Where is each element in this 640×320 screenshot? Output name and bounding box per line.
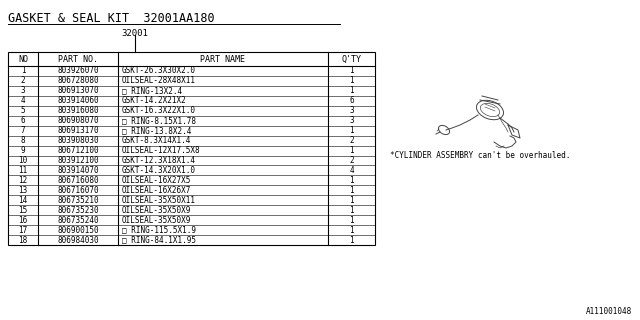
Text: 16: 16 [19,216,28,225]
Text: 6: 6 [20,116,26,125]
Text: PART NAME: PART NAME [200,54,246,63]
Text: 806735240: 806735240 [57,216,99,225]
Text: 2: 2 [349,136,354,145]
Text: □ RING-8.15X1.78: □ RING-8.15X1.78 [122,116,196,125]
Text: 8: 8 [20,136,26,145]
Text: 1: 1 [349,126,354,135]
Text: 806913170: 806913170 [57,126,99,135]
Text: □ RING-13X2.4: □ RING-13X2.4 [122,86,182,95]
Text: 803908030: 803908030 [57,136,99,145]
Text: 1: 1 [349,86,354,95]
Text: OILSEAL-35X50X9: OILSEAL-35X50X9 [122,206,191,215]
Text: GSKT-12.3X18X1.4: GSKT-12.3X18X1.4 [122,156,196,165]
Text: 806984030: 806984030 [57,236,99,244]
Bar [8,52,375,245]
Text: A111001048: A111001048 [586,307,632,316]
Text: 1: 1 [349,236,354,244]
Text: OILSEAL-12X17.5X8: OILSEAL-12X17.5X8 [122,146,200,155]
Text: 10: 10 [19,156,28,165]
Text: 3: 3 [349,106,354,115]
Text: 7: 7 [20,126,26,135]
Text: 1: 1 [349,216,354,225]
Text: 1: 1 [349,226,354,235]
Text: 11: 11 [19,166,28,175]
Text: 5: 5 [20,106,26,115]
Text: 806728080: 806728080 [57,76,99,85]
Text: 1: 1 [349,146,354,155]
Text: 1: 1 [349,206,354,215]
Text: 9: 9 [20,146,26,155]
Text: OILSEAL-16X27X5: OILSEAL-16X27X5 [122,176,191,185]
Text: 1: 1 [349,186,354,195]
Text: GSKT-14.3X20X1.0: GSKT-14.3X20X1.0 [122,166,196,175]
Text: 18: 18 [19,236,28,244]
Text: □ RING-13.8X2.4: □ RING-13.8X2.4 [122,126,191,135]
Text: 806913070: 806913070 [57,86,99,95]
Text: 15: 15 [19,206,28,215]
Text: 6: 6 [349,96,354,105]
Text: GSKT-26.3X30X2.0: GSKT-26.3X30X2.0 [122,67,196,76]
Text: 806712100: 806712100 [57,146,99,155]
Text: 13: 13 [19,186,28,195]
Text: 14: 14 [19,196,28,205]
Text: GASKET & SEAL KIT  32001AA180: GASKET & SEAL KIT 32001AA180 [8,12,214,25]
Text: OILSEAL-35X50X9: OILSEAL-35X50X9 [122,216,191,225]
Text: 806735210: 806735210 [57,196,99,205]
Text: 803914060: 803914060 [57,96,99,105]
Text: GSKT-8.3X14X1.4: GSKT-8.3X14X1.4 [122,136,191,145]
Text: 4: 4 [20,96,26,105]
Text: OILSEAL-16X26X7: OILSEAL-16X26X7 [122,186,191,195]
Text: 1: 1 [349,176,354,185]
Text: GSKT-14.2X21X2: GSKT-14.2X21X2 [122,96,187,105]
Text: 1: 1 [349,67,354,76]
Text: 1: 1 [349,76,354,85]
Text: 806716080: 806716080 [57,176,99,185]
Text: 2: 2 [349,156,354,165]
Text: 17: 17 [19,226,28,235]
Text: GSKT-16.3X22X1.0: GSKT-16.3X22X1.0 [122,106,196,115]
Text: 806900150: 806900150 [57,226,99,235]
Text: 806908070: 806908070 [57,116,99,125]
Text: 803916080: 803916080 [57,106,99,115]
Text: OILSEAL-35X50X11: OILSEAL-35X50X11 [122,196,196,205]
Text: 3: 3 [20,86,26,95]
Text: 1: 1 [20,67,26,76]
Text: 3: 3 [349,116,354,125]
Text: 803914070: 803914070 [57,166,99,175]
Text: 32001: 32001 [122,29,148,38]
Text: OILSEAL-28X48X11: OILSEAL-28X48X11 [122,76,196,85]
Text: *CYLINDER ASSEMBRY can't be overhauled.: *CYLINDER ASSEMBRY can't be overhauled. [390,150,570,159]
Text: 806716070: 806716070 [57,186,99,195]
Text: 1: 1 [349,196,354,205]
Text: 803912100: 803912100 [57,156,99,165]
Text: □ RING-84.1X1.95: □ RING-84.1X1.95 [122,236,196,244]
Text: Q'TY: Q'TY [342,54,362,63]
Text: NO: NO [18,54,28,63]
Text: 2: 2 [20,76,26,85]
Text: PART NO.: PART NO. [58,54,98,63]
Text: 4: 4 [349,166,354,175]
Text: 803926070: 803926070 [57,67,99,76]
Text: □ RING-115.5X1.9: □ RING-115.5X1.9 [122,226,196,235]
Text: 12: 12 [19,176,28,185]
Text: 806735230: 806735230 [57,206,99,215]
